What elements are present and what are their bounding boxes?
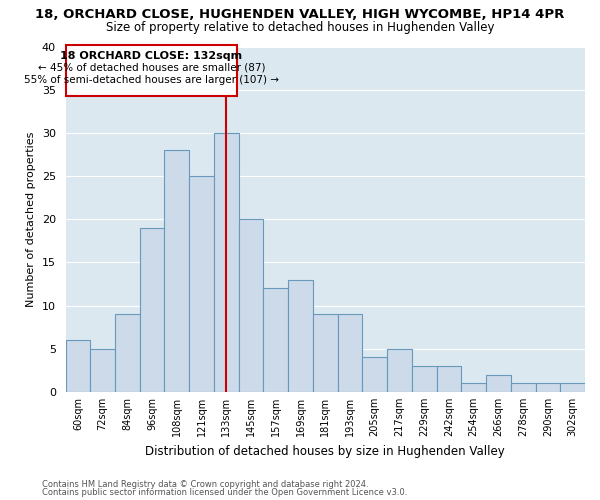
Text: 18 ORCHARD CLOSE: 132sqm: 18 ORCHARD CLOSE: 132sqm bbox=[61, 51, 242, 61]
Bar bbox=[486, 374, 511, 392]
Text: 55% of semi-detached houses are larger (107) →: 55% of semi-detached houses are larger (… bbox=[24, 75, 279, 85]
Bar bbox=[362, 358, 387, 392]
Bar bbox=[536, 384, 560, 392]
FancyBboxPatch shape bbox=[65, 45, 238, 96]
Bar bbox=[288, 280, 313, 392]
Bar bbox=[214, 133, 239, 392]
Bar bbox=[115, 314, 140, 392]
Bar bbox=[263, 288, 288, 392]
Bar bbox=[140, 228, 164, 392]
Bar bbox=[239, 219, 263, 392]
Text: ← 45% of detached houses are smaller (87): ← 45% of detached houses are smaller (87… bbox=[38, 63, 265, 73]
Bar bbox=[560, 384, 585, 392]
Bar bbox=[338, 314, 362, 392]
Bar bbox=[412, 366, 437, 392]
Bar bbox=[189, 176, 214, 392]
Bar bbox=[164, 150, 189, 392]
Text: 18, ORCHARD CLOSE, HUGHENDEN VALLEY, HIGH WYCOMBE, HP14 4PR: 18, ORCHARD CLOSE, HUGHENDEN VALLEY, HIG… bbox=[35, 8, 565, 20]
Bar bbox=[90, 349, 115, 392]
Text: Size of property relative to detached houses in Hughenden Valley: Size of property relative to detached ho… bbox=[106, 21, 494, 34]
X-axis label: Distribution of detached houses by size in Hughenden Valley: Distribution of detached houses by size … bbox=[145, 444, 505, 458]
Bar bbox=[387, 349, 412, 392]
Text: Contains HM Land Registry data © Crown copyright and database right 2024.: Contains HM Land Registry data © Crown c… bbox=[42, 480, 368, 489]
Bar bbox=[511, 384, 536, 392]
Bar bbox=[437, 366, 461, 392]
Bar bbox=[461, 384, 486, 392]
Bar bbox=[313, 314, 338, 392]
Y-axis label: Number of detached properties: Number of detached properties bbox=[26, 132, 36, 307]
Text: Contains public sector information licensed under the Open Government Licence v3: Contains public sector information licen… bbox=[42, 488, 407, 497]
Bar bbox=[65, 340, 90, 392]
